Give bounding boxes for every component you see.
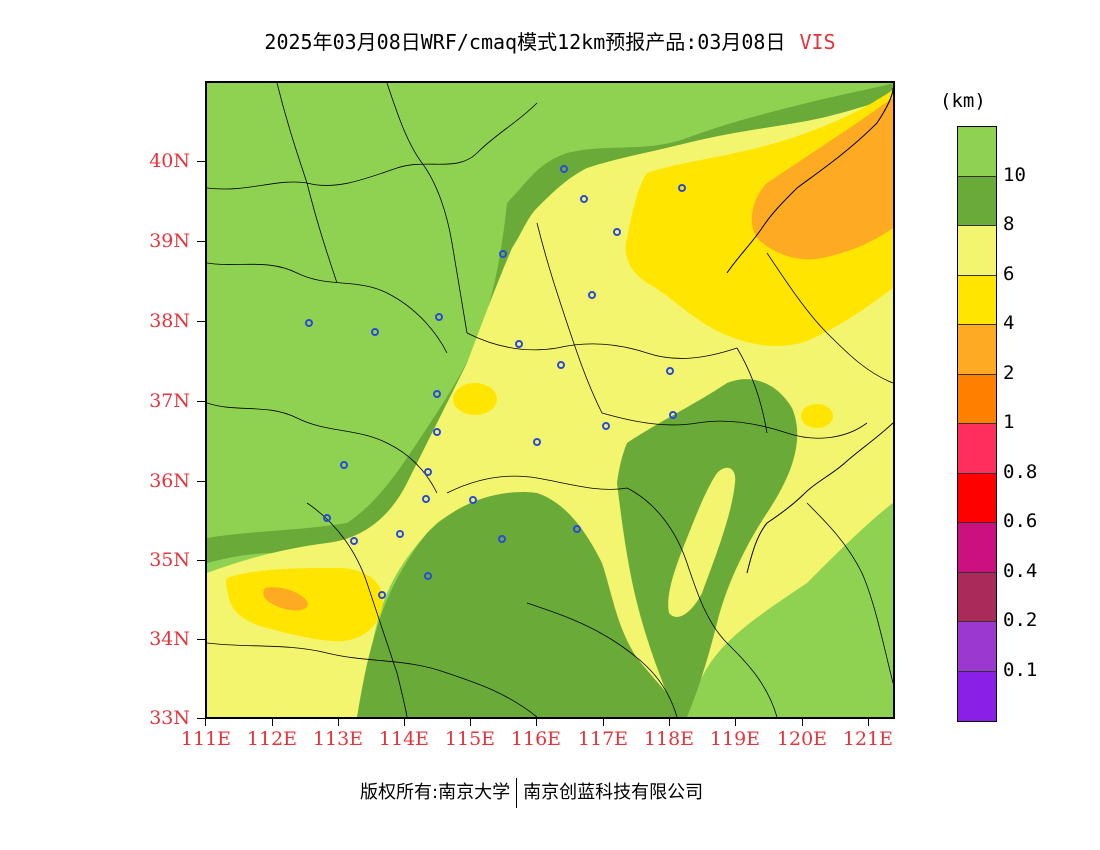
lat-label-37n: 37N [149,390,190,412]
colorbar-segment [958,176,996,226]
colorbar-segment [958,523,996,573]
visibility-map [207,83,893,717]
colorbar-segment [958,374,996,424]
map-title-variable: VIS [799,30,836,54]
colorbar-label: 10 [1003,163,1026,186]
colorbar-segment [958,325,996,375]
region-vis-4-6-spot-2 [801,404,833,428]
colorbar-label: 0.1 [1003,658,1038,681]
lon-label-121e: 121E [842,728,894,750]
region-vis-2-4-northeast [751,98,893,260]
lon-label-116e: 116E [510,728,562,750]
lat-label-38n: 38N [149,310,190,332]
region-vis-8-10-south [357,492,687,717]
colorbar-segment [958,127,996,177]
colorbar-label: 0.2 [1003,609,1038,631]
colorbar-segment [958,275,996,325]
lon-label-119e: 119E [709,728,761,750]
lon-label-118e: 118E [643,728,695,750]
lat-label-40n: 40N [149,150,190,172]
colorbar-label: 8 [1003,213,1015,235]
lat-label-36n: 36N [149,470,190,492]
colorbar-label: 4 [1003,312,1015,334]
admin-boundaries [207,83,893,717]
lon-label-112e: 112E [246,728,298,750]
colorbar-segment [958,671,996,721]
colorbar-label: 0.6 [1003,510,1038,532]
lon-label-120e: 120E [776,728,828,750]
colorbar-label: 1 [1003,411,1015,433]
coastline [726,87,893,574]
footer-divider [516,778,518,808]
colorbar-segment [958,473,996,523]
colorbar-label: 6 [1003,262,1015,285]
footer-copyright: 版权所有:南京大学 [360,782,511,803]
lon-label-115e: 115E [444,728,496,750]
map-title: 2025年03月08日WRF/cmaq模式12km预报产品:03月08日 VIS [0,26,1100,55]
colorbar-segment [958,572,996,622]
colorbar-unit: (km) [940,90,986,112]
colorbar-segment [958,424,996,474]
lon-label-117e: 117E [577,728,629,750]
lon-label-114e: 114E [378,728,430,750]
region-vis-2-4-southwest [263,587,308,611]
colorbar [957,126,997,722]
lat-label-35n: 35N [149,549,190,571]
footer: 版权所有:南京大学 南京创蓝科技有限公司 [360,778,703,808]
station-markers [305,165,686,599]
footer-company: 南京创蓝科技有限公司 [523,782,704,803]
lat-label-34n: 34N [149,628,190,650]
region-vis-6-8-strip [668,467,736,617]
map-panel[interactable] [205,81,895,719]
lat-label-39n: 39N [149,230,190,252]
map-title-main: 2025年03月08日WRF/cmaq模式12km预报产品:03月08日 [264,30,786,54]
colorbar-label: 0.8 [1003,460,1038,483]
colorbar-segment [958,226,996,276]
colorbar-segment [958,622,996,672]
region-vis-4-6-spot-1 [453,383,497,415]
lat-label-33n: 33N [149,707,190,729]
lon-label-113e: 113E [312,728,364,750]
lon-label-111e: 111E [180,728,232,750]
colorbar-label: 2 [1003,361,1015,384]
colorbar-label: 0.4 [1003,559,1038,582]
